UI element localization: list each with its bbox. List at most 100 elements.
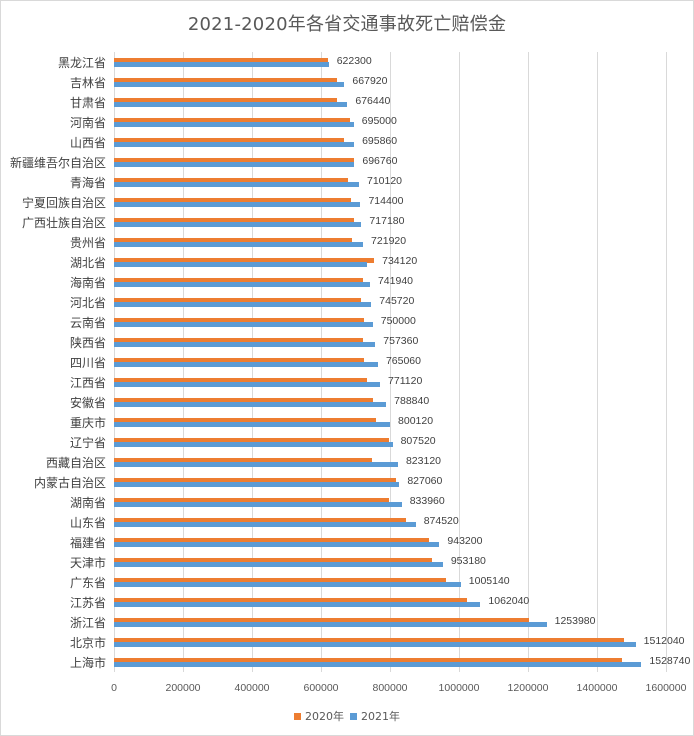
bar-2021: [114, 142, 355, 148]
bar-2020: [114, 277, 364, 283]
bar-row: 827060: [114, 472, 666, 493]
bar-2020: [114, 637, 624, 643]
category-label: 上海市: [69, 656, 106, 670]
data-label: 765060: [385, 355, 421, 367]
bar-2021: [114, 62, 329, 68]
bar-2021: [114, 542, 440, 548]
chart-title: 2021-2020年各省交通事故死亡赔偿金: [187, 14, 507, 35]
data-label: 696760: [362, 155, 398, 167]
category-label: 福建省: [69, 536, 106, 550]
category-label: 吉林省: [69, 76, 106, 90]
bar-2020: [114, 457, 373, 463]
category-label: 重庆市: [69, 416, 106, 430]
bar-2020: [114, 357, 365, 363]
bar-2020: [114, 257, 375, 263]
bar-row: 757360: [114, 332, 666, 353]
bar-2020: [114, 417, 376, 423]
legend-swatch-icon: [294, 712, 301, 720]
x-tick-label: 600000: [303, 682, 339, 694]
bar-2020: [114, 477, 396, 483]
category-label: 河南省: [69, 116, 106, 130]
category-label: 湖南省: [69, 496, 106, 510]
category-label: 宁夏回族自治区: [21, 196, 106, 210]
category-label: 山东省: [69, 516, 106, 530]
legend-label: 2020年: [305, 710, 344, 723]
bar-2021: [114, 182, 359, 188]
data-label: 695000: [361, 115, 397, 127]
bar-2021: [114, 402, 387, 408]
data-label: 1062040: [488, 595, 530, 607]
data-label: 943200: [447, 535, 483, 547]
x-tick-label: 1000000: [438, 682, 480, 694]
bar-2021: [114, 582, 461, 588]
legend-item-2020: 2020年: [294, 708, 344, 724]
bar-2020: [114, 197, 351, 203]
bar-2020: [114, 237, 353, 243]
bar-2020: [114, 317, 365, 323]
x-tick-label: 1400000: [576, 682, 618, 694]
bar-2020: [114, 117, 350, 123]
bar-row: 788840: [114, 392, 666, 413]
category-label: 安徽省: [69, 396, 106, 410]
bar-2021: [114, 442, 393, 448]
bar-row: 741940: [114, 272, 666, 293]
bar-row: 750000: [114, 312, 666, 333]
category-label: 河北省: [69, 296, 106, 310]
bar-2020: [114, 537, 429, 543]
bar-row: 1528740: [114, 652, 690, 673]
legend: 2020年 2021年: [0, 708, 694, 724]
category-label: 黑龙江省: [57, 56, 106, 70]
bar-row: 823120: [114, 452, 666, 473]
data-label: 788840: [394, 395, 430, 407]
bar-2020: [114, 617, 530, 623]
data-label: 721920: [371, 235, 407, 247]
data-label: 833960: [409, 495, 445, 507]
bar-row: 714400: [114, 192, 666, 213]
category-label: 贵州省: [69, 236, 106, 250]
category-label: 广西壮族自治区: [21, 216, 106, 230]
category-label: 浙江省: [69, 616, 106, 630]
data-label: 807520: [400, 435, 436, 447]
data-label: 717180: [369, 215, 405, 227]
bar-2020: [114, 657, 622, 663]
bar-2021: [114, 422, 391, 428]
data-label: 1512040: [643, 635, 685, 647]
plot-area: 622300 667920 676440 695000 695860 696760 7101…: [114, 52, 690, 673]
bar-2020: [114, 297, 362, 303]
bar-2020: [114, 77, 337, 83]
bar-row: 695000: [114, 112, 666, 133]
bar-row: 695860: [114, 132, 666, 153]
bar-row: 953180: [114, 552, 666, 573]
bar-row: 765060: [114, 352, 666, 373]
bar-2021: [114, 662, 642, 668]
bar-row: 943200: [114, 532, 666, 553]
gridline: [390, 52, 391, 672]
data-label: 745720: [379, 295, 415, 307]
data-label: 750000: [380, 315, 416, 327]
bar-2021: [114, 282, 370, 288]
data-label: 710120: [366, 175, 403, 187]
data-label: 622300: [336, 55, 372, 67]
data-label: 676440: [355, 95, 391, 107]
bar-row: 696760: [114, 152, 666, 173]
x-tick-label: 0: [111, 682, 117, 694]
data-label: 953180: [450, 555, 486, 567]
bar-row: 667920: [114, 72, 666, 93]
data-label: 1528740: [649, 655, 691, 667]
bar-2021: [114, 302, 372, 308]
data-label: 827060: [407, 475, 443, 487]
bar-2021: [114, 122, 354, 128]
x-tick-label: 800000: [372, 682, 408, 694]
bar-2021: [114, 382, 381, 388]
category-label: 内蒙古自治区: [33, 476, 106, 490]
x-tick-label: 200000: [165, 682, 201, 694]
data-label: 800120: [398, 415, 434, 427]
bar-row: 771120: [114, 372, 666, 393]
bar-row: 745720: [114, 292, 666, 313]
bar-2020: [114, 137, 345, 143]
bar-row: 710120: [114, 172, 666, 193]
bar-row: 1253980: [114, 612, 666, 633]
x-tick-label: 1200000: [507, 682, 549, 694]
data-label: 734120: [382, 255, 418, 267]
category-label: 山西省: [69, 136, 106, 150]
